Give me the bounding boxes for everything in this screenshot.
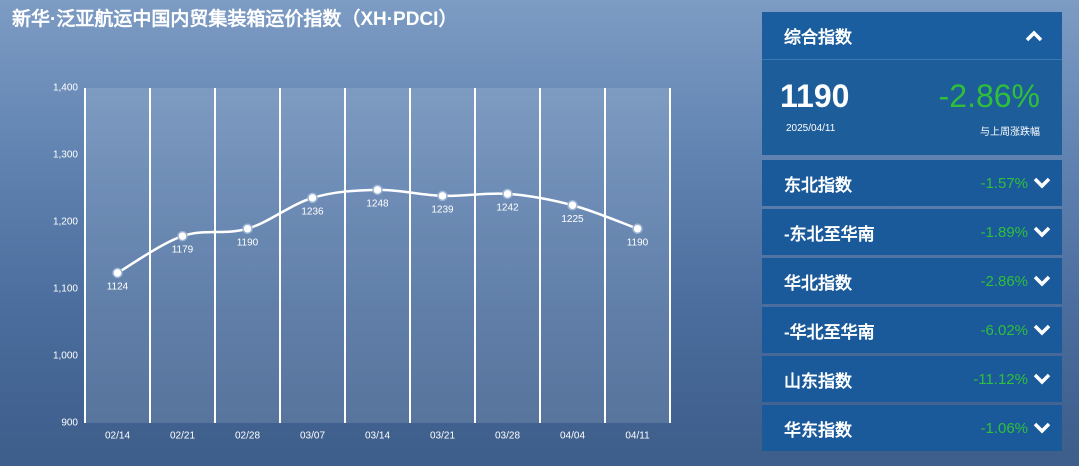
- point: [567, 200, 578, 211]
- row-name: 华东指数: [784, 420, 852, 440]
- x-tick-label: 04/04: [560, 431, 585, 442]
- point: [502, 188, 513, 200]
- chevron-up: [1025, 30, 1043, 41]
- row-change: -1.06%: [980, 419, 1028, 437]
- data-label: 1225: [561, 214, 584, 225]
- x-tick-label: 03/28: [495, 431, 520, 442]
- x-tick-label: 02/14: [105, 431, 130, 442]
- index-row[interactable]: 东北指数 -1.57%: [762, 160, 1062, 206]
- x-tick-label: 03/07: [300, 431, 325, 442]
- point: [372, 184, 383, 196]
- row-change: -1.89%: [980, 223, 1028, 241]
- x-tick-label: 04/11: [625, 431, 650, 442]
- data-label: 1236: [301, 207, 324, 218]
- y-tick-label: 1,000: [53, 351, 78, 362]
- change-label: 与上周涨跌幅: [980, 127, 1040, 138]
- index-row[interactable]: -华北至华南 -6.02%: [762, 307, 1062, 353]
- y-tick-label: 1,200: [53, 217, 78, 228]
- data-label: 1179: [172, 245, 194, 256]
- row-change: -1.57%: [980, 174, 1028, 192]
- chevron-down: [1033, 373, 1051, 385]
- y-tick-label: 1,100: [53, 284, 78, 295]
- y-tick-label: 1,400: [53, 83, 78, 94]
- index-row[interactable]: 华东指数 -1.06%: [762, 405, 1062, 451]
- chevron-down: [1033, 275, 1051, 287]
- chevron-down: [1033, 226, 1051, 238]
- point: [307, 192, 318, 204]
- row-list: 东北指数 -1.57% -东北至华南 -1.89% 华北指数 -2.86% -华北至华南 -6…: [762, 160, 1062, 451]
- summary-box: 1190 2025/04/11 -2.86% 与上周涨跌幅: [762, 59, 1062, 155]
- row-change: -2.86%: [980, 272, 1028, 290]
- point: [112, 267, 123, 279]
- y-tick-label: 900: [61, 418, 78, 429]
- row-name: -华北至华南: [784, 322, 875, 342]
- plot-area: [85, 88, 670, 423]
- index-row[interactable]: -东北至华南 -1.89%: [762, 209, 1062, 255]
- chart: 新华·泛亚航运中国内贸集装箱运价指数（XH·PDCI） 900 1,000 1,10…: [12, 7, 670, 442]
- panel-header[interactable]: 综合指数: [762, 12, 1062, 59]
- date: 2025/04/11: [786, 123, 836, 134]
- row-name: -东北至华南: [784, 224, 875, 244]
- x-tick-label: 03/14: [365, 431, 390, 442]
- data-label: 1239: [431, 205, 454, 216]
- data-label: 1248: [366, 198, 389, 209]
- chevron-down: [1033, 422, 1051, 434]
- chart-title: 新华·泛亚航运中国内贸集装箱运价指数（XH·PDCI）: [12, 7, 457, 30]
- row-name: 山东指数: [784, 371, 852, 391]
- row-name: 华北指数: [784, 273, 852, 293]
- point: [177, 230, 188, 242]
- data-label: 1190: [237, 237, 259, 248]
- row-change: -6.02%: [980, 321, 1028, 339]
- row-name: 东北指数: [784, 175, 852, 195]
- index-row[interactable]: 华北指数 -2.86%: [762, 258, 1062, 304]
- point: [242, 223, 253, 234]
- index-value: 1190: [780, 78, 850, 114]
- header-label: 综合指数: [784, 28, 852, 47]
- point: [437, 190, 448, 202]
- index-panel: 综合指数 1190 2025/04/11 -2.86% 与上周涨跌幅 东北指数 -…: [762, 12, 1062, 454]
- data-label: 1242: [496, 203, 519, 214]
- x-tick-label: 02/28: [235, 431, 260, 442]
- data-label: 1190: [627, 237, 649, 248]
- change-value: -2.86%: [938, 78, 1040, 114]
- y-tick-label: 1,300: [53, 150, 78, 161]
- index-row[interactable]: 山东指数 -11.12%: [762, 356, 1062, 402]
- chevron-down: [1033, 324, 1051, 336]
- x-tick-label: 02/21: [170, 431, 195, 442]
- chevron-down: [1033, 177, 1051, 189]
- row-change: -11.12%: [973, 370, 1028, 388]
- data-label: 1124: [107, 282, 129, 293]
- point: [632, 223, 643, 234]
- x-tick-label: 03/21: [430, 431, 455, 442]
